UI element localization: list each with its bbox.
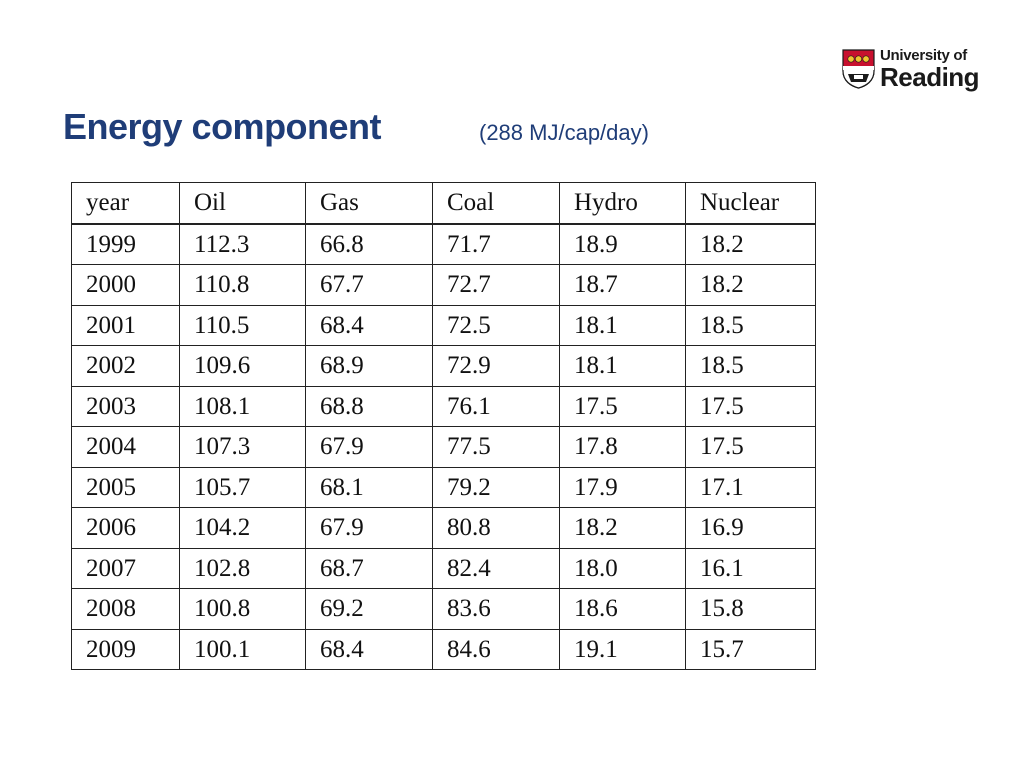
column-header: Nuclear	[685, 182, 816, 225]
year-cell: 2001	[71, 304, 180, 346]
slide-title: Energy component	[63, 106, 382, 147]
table-row: 2003 108.1 68.8 76.1 17.5 17.5	[71, 385, 816, 427]
value-cell: 18.1	[559, 304, 686, 346]
year-cell: 2006	[71, 507, 180, 549]
value-cell: 67.9	[305, 426, 433, 468]
year-cell: 2005	[71, 466, 180, 508]
value-cell: 109.6	[179, 345, 306, 387]
year-cell: 2002	[71, 345, 180, 387]
slide-subtitle: (288 MJ/cap/day)	[479, 120, 649, 145]
value-cell: 80.8	[432, 507, 560, 549]
year-cell: 2007	[71, 547, 180, 589]
logo-line-1: University of	[880, 47, 967, 64]
column-header: Gas	[305, 182, 433, 225]
table-row: 2004 107.3 67.9 77.5 17.8 17.5	[71, 426, 816, 468]
value-cell: 68.4	[305, 304, 433, 346]
value-cell: 67.7	[305, 264, 433, 306]
value-cell: 18.7	[559, 264, 686, 306]
university-wordmark: University of Reading	[880, 46, 980, 92]
university-logo: University of Reading	[842, 46, 982, 94]
logo-line-2: Reading	[880, 62, 980, 92]
value-cell: 110.5	[179, 304, 306, 346]
value-cell: 18.2	[685, 223, 816, 265]
value-cell: 18.9	[559, 223, 686, 265]
value-cell: 17.5	[685, 426, 816, 468]
year-cell: 1999	[71, 223, 180, 265]
value-cell: 72.9	[432, 345, 560, 387]
value-cell: 105.7	[179, 466, 306, 508]
value-cell: 110.8	[179, 264, 306, 306]
table-row: 2001 110.5 68.4 72.5 18.1 18.5	[71, 304, 816, 346]
value-cell: 84.6	[432, 628, 560, 670]
value-cell: 17.5	[685, 385, 816, 427]
value-cell: 15.8	[685, 588, 816, 630]
value-cell: 83.6	[432, 588, 560, 630]
value-cell: 17.5	[559, 385, 686, 427]
value-cell: 107.3	[179, 426, 306, 468]
value-cell: 104.2	[179, 507, 306, 549]
slide-header: Energy component (288 MJ/cap/day)	[63, 106, 649, 148]
value-cell: 19.1	[559, 628, 686, 670]
value-cell: 18.2	[559, 507, 686, 549]
table-row: 2005 105.7 68.1 79.2 17.9 17.1	[71, 466, 816, 508]
value-cell: 18.6	[559, 588, 686, 630]
value-cell: 72.7	[432, 264, 560, 306]
column-header: year	[71, 182, 180, 225]
table-row: 2000 110.8 67.7 72.7 18.7 18.2	[71, 264, 816, 306]
table-row: 2008 100.8 69.2 83.6 18.6 15.8	[71, 588, 816, 630]
year-cell: 2000	[71, 264, 180, 306]
value-cell: 69.2	[305, 588, 433, 630]
value-cell: 68.7	[305, 547, 433, 589]
value-cell: 18.2	[685, 264, 816, 306]
value-cell: 71.7	[432, 223, 560, 265]
column-header: Coal	[432, 182, 560, 225]
value-cell: 15.7	[685, 628, 816, 670]
value-cell: 18.0	[559, 547, 686, 589]
value-cell: 79.2	[432, 466, 560, 508]
value-cell: 68.4	[305, 628, 433, 670]
value-cell: 77.5	[432, 426, 560, 468]
column-header: Oil	[179, 182, 306, 225]
value-cell: 67.9	[305, 507, 433, 549]
energy-table: year Oil Gas Coal Hydro Nuclear 1999 112.3 66.8 7…	[71, 182, 816, 670]
value-cell: 18.5	[685, 304, 816, 346]
table-header-row: year Oil Gas Coal Hydro Nuclear	[71, 182, 816, 225]
value-cell: 16.1	[685, 547, 816, 589]
table-row: 2009 100.1 68.4 84.6 19.1 15.7	[71, 628, 816, 670]
table-row: 2006 104.2 67.9 80.8 18.2 16.9	[71, 507, 816, 549]
value-cell: 17.1	[685, 466, 816, 508]
table-row: 2002 109.6 68.9 72.9 18.1 18.5	[71, 345, 816, 387]
year-cell: 2003	[71, 385, 180, 427]
value-cell: 16.9	[685, 507, 816, 549]
value-cell: 112.3	[179, 223, 306, 265]
value-cell: 18.1	[559, 345, 686, 387]
year-cell: 2009	[71, 628, 180, 670]
year-cell: 2008	[71, 588, 180, 630]
value-cell: 108.1	[179, 385, 306, 427]
year-cell: 2004	[71, 426, 180, 468]
value-cell: 100.1	[179, 628, 306, 670]
value-cell: 68.9	[305, 345, 433, 387]
university-crest-icon	[842, 49, 875, 89]
value-cell: 68.1	[305, 466, 433, 508]
column-header: Hydro	[559, 182, 686, 225]
value-cell: 17.8	[559, 426, 686, 468]
value-cell: 17.9	[559, 466, 686, 508]
value-cell: 100.8	[179, 588, 306, 630]
table-row: 1999 112.3 66.8 71.7 18.9 18.2	[71, 223, 816, 265]
value-cell: 102.8	[179, 547, 306, 589]
value-cell: 66.8	[305, 223, 433, 265]
value-cell: 68.8	[305, 385, 433, 427]
value-cell: 72.5	[432, 304, 560, 346]
value-cell: 76.1	[432, 385, 560, 427]
value-cell: 82.4	[432, 547, 560, 589]
value-cell: 18.5	[685, 345, 816, 387]
table-row: 2007 102.8 68.7 82.4 18.0 16.1	[71, 547, 816, 589]
